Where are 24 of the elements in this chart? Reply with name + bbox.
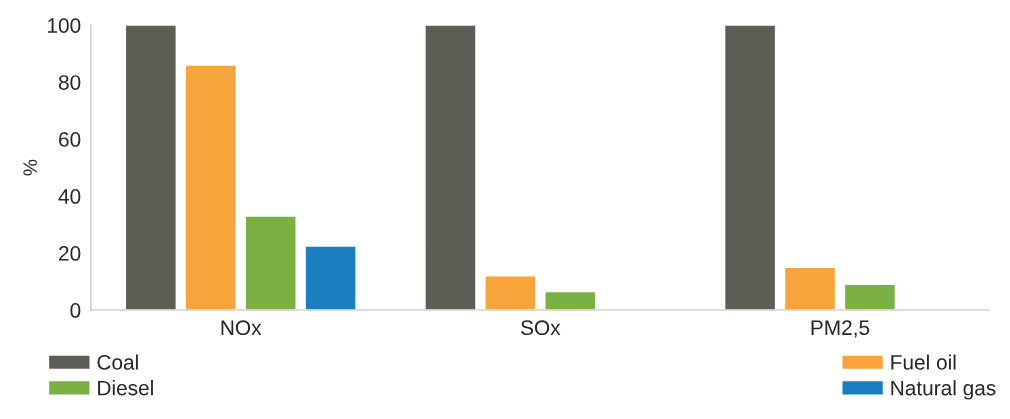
- bar: [484, 275, 537, 311]
- legend-label: Fuel oil: [891, 354, 956, 370]
- bar: [424, 25, 477, 311]
- x-tick-label: PM2,5: [811, 320, 870, 338]
- legend-label: Natural gas: [891, 380, 996, 400]
- bar: [544, 290, 597, 311]
- y-tick-label: 60: [59, 132, 81, 147]
- legend-label: Diesel: [98, 380, 153, 396]
- y-tick-label: 80: [58, 75, 81, 90]
- bar: [244, 215, 297, 311]
- bar: [184, 64, 237, 311]
- bar: [124, 25, 177, 311]
- y-tick-label: 20: [59, 246, 81, 261]
- legend-label: Coal: [97, 354, 138, 370]
- x-tick-label: SOx: [521, 320, 561, 336]
- bar: [843, 283, 897, 311]
- y-axis-title: %: [23, 159, 37, 176]
- y-tick-label: 0: [70, 303, 81, 318]
- bar: [783, 266, 837, 311]
- y-tick-label: 40: [58, 189, 81, 204]
- bar: [304, 245, 357, 311]
- x-tick-label: NOx: [221, 320, 262, 336]
- bar: [723, 25, 777, 311]
- y-tick-label: 100: [48, 18, 81, 33]
